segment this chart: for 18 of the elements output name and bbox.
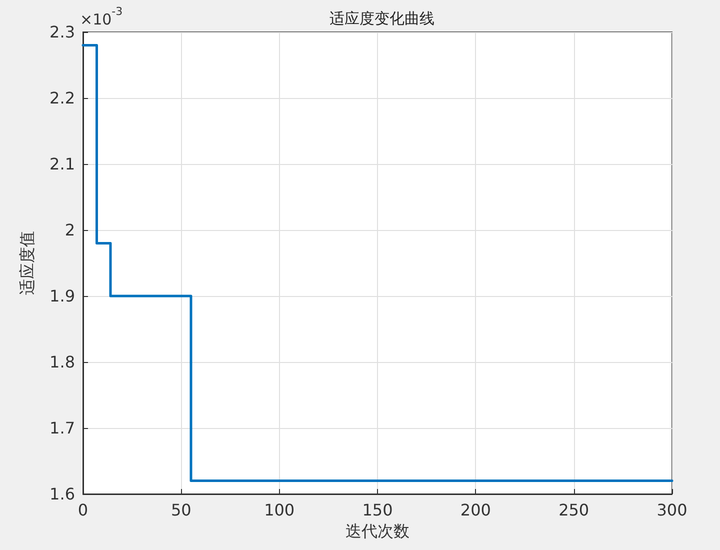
x-tick-label: 0 bbox=[78, 500, 88, 520]
y-tick-label: 2.3 bbox=[50, 22, 75, 42]
y-tick-label: 2.2 bbox=[50, 88, 75, 108]
x-tick-label: 150 bbox=[362, 500, 393, 520]
y-tick-label: 1.9 bbox=[50, 286, 75, 306]
x-tick-label: 250 bbox=[558, 500, 590, 520]
y-tick-label: 1.6 bbox=[50, 484, 75, 504]
y-tick-label: 2.1 bbox=[50, 154, 75, 174]
x-tick-label: 100 bbox=[264, 500, 295, 520]
x-tick-label: 300 bbox=[656, 500, 688, 520]
y-tick-label: 1.7 bbox=[50, 418, 75, 438]
x-tick-label: 200 bbox=[460, 500, 491, 520]
chart-title: 适应度变化曲线 bbox=[330, 10, 434, 28]
y-axis-title: 适应度值 bbox=[18, 231, 36, 295]
y-tick-label: 1.8 bbox=[50, 352, 75, 372]
x-axis-title: 迭代次数 bbox=[346, 521, 410, 540]
x-tick-label: 50 bbox=[170, 500, 192, 520]
y-tick-label: 2 bbox=[64, 220, 75, 240]
